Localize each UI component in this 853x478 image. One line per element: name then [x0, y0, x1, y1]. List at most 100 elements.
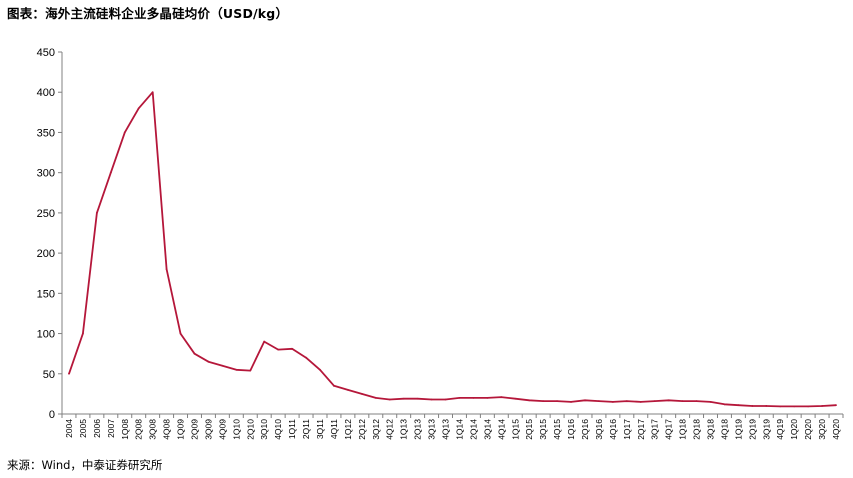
x-tick-label: 2Q17 — [636, 419, 646, 440]
data-point — [207, 360, 210, 363]
data-point — [277, 348, 280, 351]
x-tick-label: 1Q08 — [120, 419, 130, 440]
data-point — [598, 400, 600, 403]
y-tick-label: 0 — [49, 409, 55, 421]
x-tick-label: 3Q19 — [761, 419, 771, 440]
data-point — [193, 352, 196, 355]
data-point — [151, 91, 154, 94]
data-point — [249, 369, 252, 372]
data-point — [625, 400, 628, 403]
data-point — [793, 405, 796, 408]
data-point — [500, 396, 503, 399]
x-tick-label: 4Q09 — [217, 419, 227, 440]
data-point — [319, 368, 321, 371]
data-point — [765, 405, 768, 407]
data-point — [388, 398, 391, 401]
data-point — [751, 405, 754, 407]
x-tick-label: 2Q12 — [357, 419, 367, 440]
data-point — [653, 400, 656, 403]
x-tick-label: 1Q17 — [622, 419, 632, 440]
x-tick-label: 2Q19 — [747, 419, 757, 440]
x-tick-label: 3Q10 — [259, 419, 269, 440]
y-tick-label: 300 — [37, 168, 55, 180]
data-point — [486, 397, 489, 399]
x-tick-label: 3Q12 — [371, 419, 381, 440]
data-point — [737, 404, 740, 407]
y-tick-label: 450 — [37, 47, 55, 59]
data-point — [347, 388, 349, 391]
x-tick-label: 4Q08 — [162, 419, 172, 440]
x-tick-label: 4Q15 — [552, 419, 562, 440]
x-tick-label: 4Q10 — [273, 419, 283, 440]
data-point — [584, 399, 586, 402]
data-point — [821, 405, 823, 407]
data-point — [263, 340, 266, 343]
data-point — [374, 397, 377, 399]
x-tick-label: 3Q11 — [315, 419, 325, 439]
data-point — [333, 384, 335, 387]
data-point — [835, 404, 837, 407]
x-tick-label: 1Q12 — [343, 419, 353, 440]
x-tick-label: 1Q10 — [231, 419, 241, 440]
x-tick-label: 1Q11 — [287, 419, 297, 439]
y-tick-label: 200 — [37, 248, 55, 260]
data-point — [68, 372, 70, 375]
x-tick-label: 2Q18 — [692, 419, 702, 440]
data-point — [472, 397, 475, 399]
data-point — [556, 400, 558, 403]
data-point — [611, 401, 614, 403]
data-point — [221, 364, 224, 367]
data-point — [444, 398, 447, 401]
x-tick-label: 2Q10 — [245, 419, 255, 440]
data-point — [402, 397, 405, 400]
x-tick-label: 1Q09 — [176, 419, 186, 440]
x-tick-label: 4Q14 — [496, 419, 506, 440]
x-tick-label: 4Q13 — [441, 419, 451, 440]
data-point — [639, 401, 642, 403]
x-tick-label: 3Q09 — [203, 419, 213, 440]
x-tick-label: 3Q15 — [538, 419, 548, 440]
x-tick-label: 2Q08 — [134, 419, 144, 440]
x-tick-label: 3Q13 — [427, 419, 437, 440]
data-point — [291, 347, 294, 350]
data-point — [109, 171, 112, 174]
x-tick-label: 3Q14 — [482, 419, 492, 440]
y-tick-label: 100 — [37, 329, 55, 341]
x-tick-label: 1Q15 — [510, 419, 520, 440]
x-tick-label: 1Q20 — [789, 419, 799, 440]
x-tick-label: 4Q20 — [831, 419, 841, 440]
data-point — [95, 211, 98, 214]
y-axis: 0 50 100 150 200 250 300 350 400 450 — [37, 47, 63, 421]
x-tick-label: 3Q16 — [594, 419, 604, 440]
data-point — [779, 405, 782, 408]
data-point — [695, 400, 698, 403]
x-tick-label: 1Q16 — [566, 419, 576, 440]
data-point — [723, 403, 726, 406]
data-point — [179, 332, 182, 335]
x-tick-label: 1Q19 — [733, 419, 743, 440]
data-point — [235, 368, 238, 371]
x-axis: 2004 2005 2006 2007 1Q08 2Q08 3Q08 4Q08 1Q09 2Q09… — [61, 413, 844, 440]
data-point — [305, 356, 307, 359]
data-point — [807, 405, 810, 408]
x-tick-label: 2005 — [78, 419, 88, 438]
x-tick-label: 1Q18 — [678, 419, 688, 440]
y-tick-label: 150 — [37, 288, 55, 300]
source-note: 来源：Wind，中泰证券研究所 — [7, 458, 163, 472]
x-tick-label: 1Q13 — [399, 419, 409, 440]
x-tick-label: 2Q15 — [524, 419, 534, 440]
x-tick-label: 2Q09 — [189, 419, 199, 440]
x-tick-label: 2004 — [64, 419, 74, 438]
x-tick-label: 3Q17 — [650, 419, 660, 440]
x-tick-label: 3Q20 — [817, 419, 827, 440]
x-tick-label: 4Q12 — [385, 419, 395, 440]
data-point — [514, 397, 517, 400]
x-tick-label: 4Q19 — [775, 419, 785, 440]
series-layer — [68, 91, 837, 408]
data-point — [123, 131, 126, 134]
data-point — [681, 400, 684, 403]
x-tick-label: 2Q16 — [580, 419, 590, 440]
data-point — [542, 400, 545, 403]
x-tick-label: 4Q17 — [664, 419, 674, 440]
